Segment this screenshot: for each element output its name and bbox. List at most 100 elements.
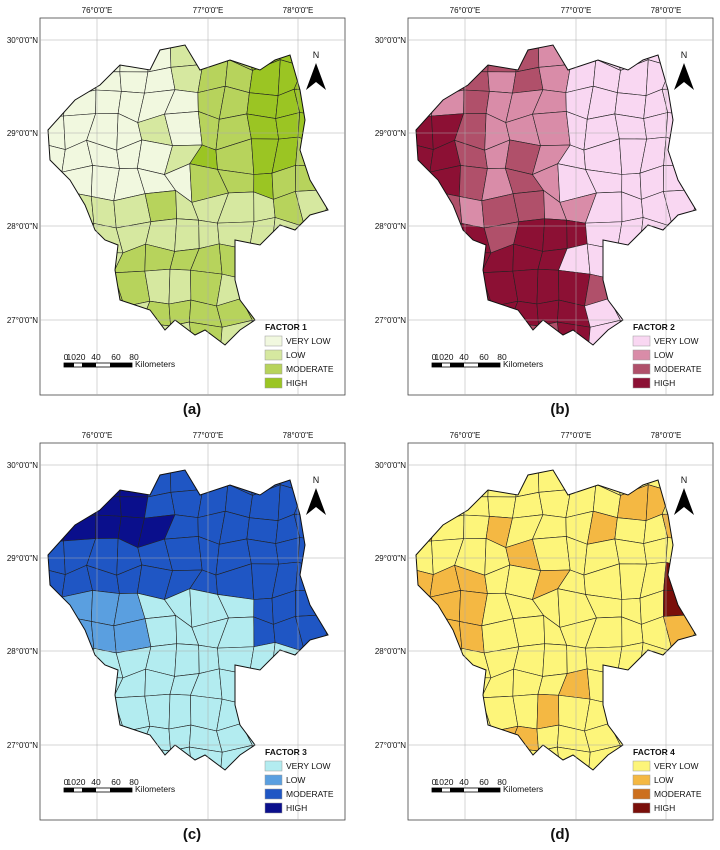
scale-segment <box>82 788 96 792</box>
district <box>295 222 328 247</box>
district <box>463 45 490 73</box>
district <box>635 273 670 304</box>
latitude-label: 29°0'0"N <box>7 554 38 563</box>
district <box>144 190 177 223</box>
district <box>491 725 519 751</box>
latitude-label: 29°0'0"N <box>375 129 406 138</box>
legend-title: FACTOR 2 <box>633 322 675 332</box>
district <box>566 219 588 249</box>
legend-label: HIGH <box>286 803 307 813</box>
district <box>91 324 125 345</box>
longitude-label: 76°0'0"E <box>450 6 481 15</box>
district <box>694 668 696 703</box>
district <box>512 190 545 223</box>
district <box>487 45 518 73</box>
district <box>123 725 151 751</box>
legend-label: VERY LOW <box>654 336 699 346</box>
scale-segment <box>478 363 500 367</box>
district <box>416 489 435 522</box>
scale-label: 60 <box>111 352 121 362</box>
district <box>660 45 696 67</box>
scale-label: 0 <box>64 777 69 787</box>
district <box>321 647 328 670</box>
north-arrow <box>306 63 326 90</box>
district <box>64 676 93 703</box>
district <box>323 89 328 124</box>
district <box>661 513 696 541</box>
district <box>293 88 328 116</box>
district <box>347 774 381 804</box>
scale-segment <box>64 363 74 367</box>
district <box>141 747 174 770</box>
district <box>196 45 229 65</box>
legend-label: LOW <box>654 775 673 785</box>
district <box>542 643 568 677</box>
district <box>198 219 220 249</box>
district <box>327 470 328 495</box>
district <box>348 489 384 518</box>
district <box>63 89 97 117</box>
district <box>715 172 720 199</box>
legend-swatch <box>264 802 283 814</box>
district <box>486 322 514 345</box>
district <box>169 45 204 68</box>
legend-swatch <box>632 363 651 375</box>
district <box>431 293 462 327</box>
district <box>95 45 122 73</box>
latitude-label: 28°0'0"N <box>7 647 38 656</box>
district <box>639 671 665 701</box>
district <box>48 701 67 731</box>
district <box>327 64 328 95</box>
latitude-label: 28°0'0"N <box>7 222 38 231</box>
district <box>715 572 720 601</box>
district <box>240 699 276 729</box>
legend-label: VERY LOW <box>286 336 331 346</box>
district <box>220 348 249 384</box>
scale-segment <box>110 363 132 367</box>
district <box>608 699 644 729</box>
scale-label: 40 <box>91 777 101 787</box>
district <box>48 293 67 329</box>
district <box>48 718 67 754</box>
district <box>663 589 696 617</box>
latitude-label: 28°0'0"N <box>375 647 406 656</box>
district <box>63 514 97 542</box>
district <box>689 571 696 602</box>
district <box>694 699 696 728</box>
map-frame <box>407 17 714 396</box>
latitude-label: 27°0'0"N <box>375 741 406 750</box>
district <box>661 273 696 303</box>
district <box>119 496 149 519</box>
region-outline <box>415 469 697 771</box>
district <box>458 621 485 654</box>
legend-swatch <box>632 377 651 389</box>
district <box>416 64 435 97</box>
district <box>64 695 94 731</box>
scale-label: 80 <box>129 777 139 787</box>
district <box>715 349 720 379</box>
district <box>351 719 374 749</box>
district <box>432 251 461 278</box>
district <box>326 699 328 728</box>
district <box>459 749 493 770</box>
scale-label: 60 <box>111 777 121 787</box>
longitude-label: 78°0'0"E <box>651 6 682 15</box>
north-arrow <box>306 488 326 515</box>
district <box>714 669 720 702</box>
district <box>617 59 649 96</box>
district <box>431 718 462 752</box>
district <box>564 45 597 65</box>
district <box>321 589 328 626</box>
north-label: N <box>313 50 320 60</box>
district <box>118 322 146 345</box>
district <box>168 693 192 730</box>
scale-segment <box>450 788 464 792</box>
district <box>486 747 514 770</box>
district <box>170 489 204 518</box>
district <box>416 276 435 306</box>
district <box>168 724 192 752</box>
map-panel: 76°0'0"E 77°0'0"E 78°0'0"E 30°0'0"N 29°0'0"N… <box>375 431 720 843</box>
district <box>347 597 382 624</box>
district <box>663 222 696 247</box>
district <box>246 672 275 705</box>
